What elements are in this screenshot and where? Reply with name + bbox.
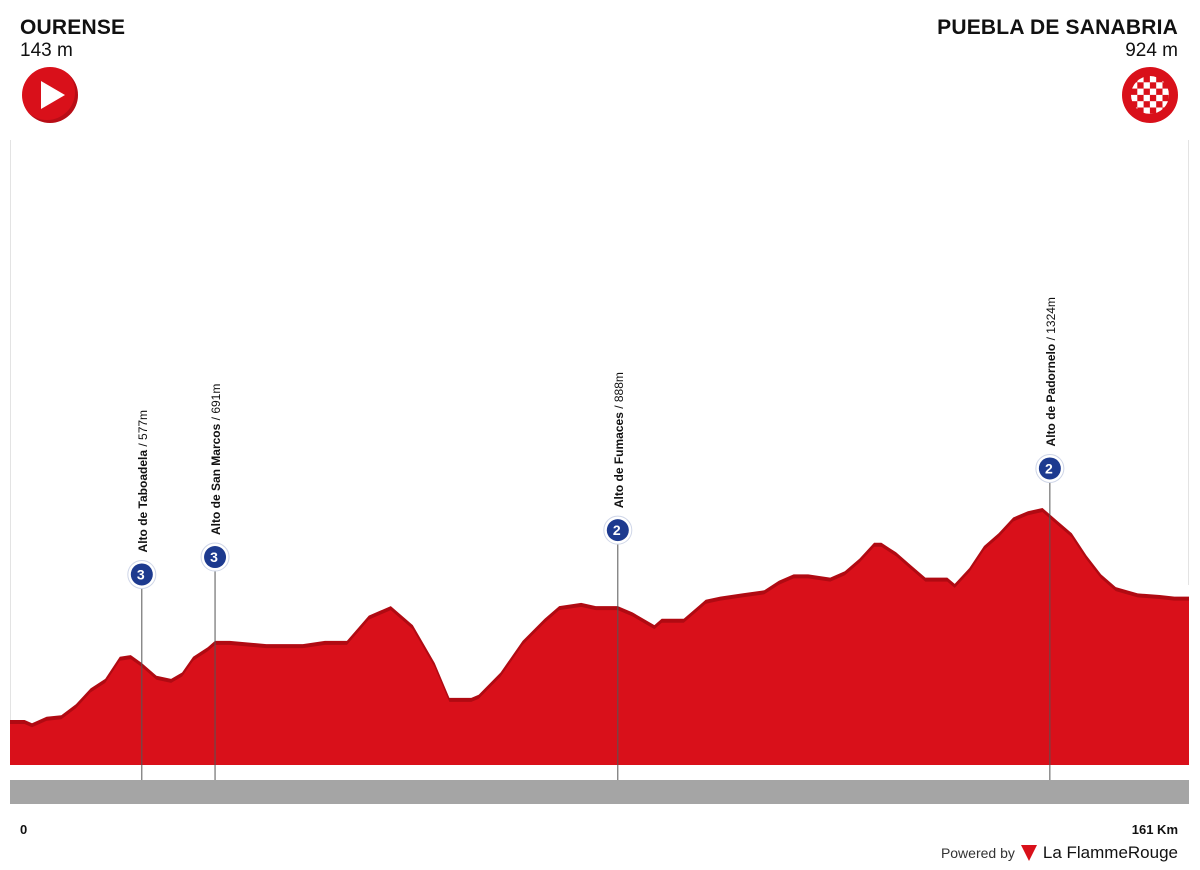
climb-name-2: Alto de San Marcos / 691m (209, 384, 223, 535)
climb-badge-2 (204, 546, 227, 569)
frame-left-line (10, 140, 11, 720)
powered-by-label: Powered by (940, 845, 1015, 861)
climb-name-1: Alto de Taboadela / 577m (136, 410, 150, 553)
climb-altitude-text-1: / 577m (136, 410, 150, 450)
start-altitude: 143 m (20, 40, 73, 61)
climb-altitude-text-2: / 691m (209, 384, 223, 424)
start-arrow-icon (22, 67, 78, 123)
flamme-rouge-logo-icon (1020, 845, 1037, 861)
climb-name-text-2: Alto de San Marcos (209, 423, 223, 535)
checkered-flag-icon (1122, 67, 1178, 123)
climb-name-text-3: Alto de Fumaces (612, 412, 626, 508)
axis-start-label: 0 (20, 822, 28, 837)
brand-name: La FlammeRouge (1042, 843, 1178, 862)
climb-category-4: 2 (1045, 460, 1053, 476)
climb-category-3: 2 (613, 522, 621, 538)
climb-altitude-text-3: / 888m (612, 372, 626, 412)
climb-badge-4 (1038, 457, 1061, 480)
powered-by: Powered by La FlammeRouge (941, 843, 1178, 863)
finish-city: PUEBLA DE SANABRIA (937, 16, 1178, 39)
climb-name-4: Alto de Padornelo / 1324m (1044, 297, 1058, 446)
km-bar (10, 780, 1189, 804)
start-city: OURENSE (20, 16, 126, 39)
profile-area (10, 512, 1189, 765)
climb-category-2: 3 (210, 549, 218, 565)
climb-badge-1 (130, 563, 153, 586)
axis-end-label: 161 Km (1131, 822, 1178, 837)
climb-name-text-1: Alto de Taboadela (136, 450, 150, 553)
climb-altitude-text-4: / 1324m (1044, 297, 1058, 344)
frame-right-line (1188, 140, 1189, 585)
climb-category-1: 3 (137, 566, 145, 582)
climb-badge-3 (606, 519, 629, 542)
finish-altitude: 924 m (1125, 40, 1178, 61)
climb-name-text-4: Alto de Padornelo (1044, 344, 1058, 447)
climb-name-3: Alto de Fumaces / 888m (612, 372, 626, 508)
